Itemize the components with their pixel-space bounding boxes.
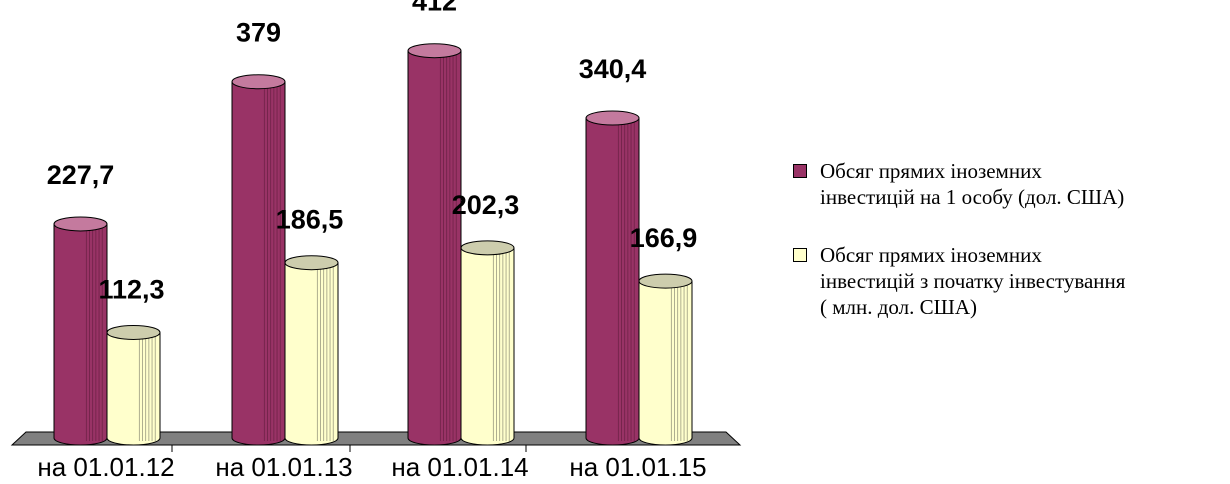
value-label-total-1: 112,3: [98, 274, 164, 304]
value-label-total-3: 202,3: [452, 190, 520, 220]
category-label-2: на 01.01.13: [215, 452, 352, 482]
legend: Обсяг прямих іноземних інвестицій на 1 о…: [790, 158, 1230, 352]
category-label-4: на 01.01.15: [569, 452, 706, 482]
legend-label-per-capita-line2: інвестицій на 1 особу (дол. США): [820, 185, 1125, 209]
bar-per-capita-1: [53, 216, 108, 446]
bar-total-1: [106, 324, 161, 446]
bar-total-4: [638, 273, 693, 446]
legend-label-total-line1: Обсяг прямих іноземних: [820, 243, 1042, 267]
bar-total-2: [284, 255, 339, 446]
category-label-1: на 01.01.12: [37, 452, 174, 482]
value-label-total-4: 166,9: [630, 223, 698, 253]
value-label-per-capita-2: 379: [236, 18, 281, 48]
legend-swatch-total: [793, 248, 807, 262]
category-label-3: на 01.01.14: [391, 452, 528, 482]
value-label-per-capita-1: 227,7: [47, 160, 115, 190]
value-label-per-capita-4: 340,4: [579, 54, 647, 84]
legend-item-per-capita: Обсяг прямих іноземних інвестицій на 1 о…: [790, 158, 1230, 210]
value-labels: 227,7 112,3 379 186,5 412 202,3 340,4 166,9: [47, 0, 698, 304]
value-label-per-capita-3: 412: [412, 0, 457, 17]
bar-per-capita-3: [407, 43, 462, 446]
legend-item-total: Обсяг прямих іноземних інвестицій з поча…: [790, 242, 1230, 320]
bar-per-capita-2: [231, 74, 286, 446]
category-axis: на 01.01.12 на 01.01.13 на 01.01.14 на 01.0…: [37, 445, 707, 482]
legend-label-total-line3: ( млн. дол. США): [820, 295, 977, 319]
value-label-total-2: 186,5: [276, 205, 344, 235]
bar-per-capita-4: [585, 110, 640, 446]
bars-layer: [53, 43, 693, 446]
bar-total-3: [460, 240, 515, 446]
legend-label-total-line2: інвестицій з початку інвестування: [820, 269, 1126, 293]
legend-swatch-per-capita: [793, 164, 807, 178]
legend-label-per-capita-line1: Обсяг прямих іноземних: [820, 159, 1042, 183]
